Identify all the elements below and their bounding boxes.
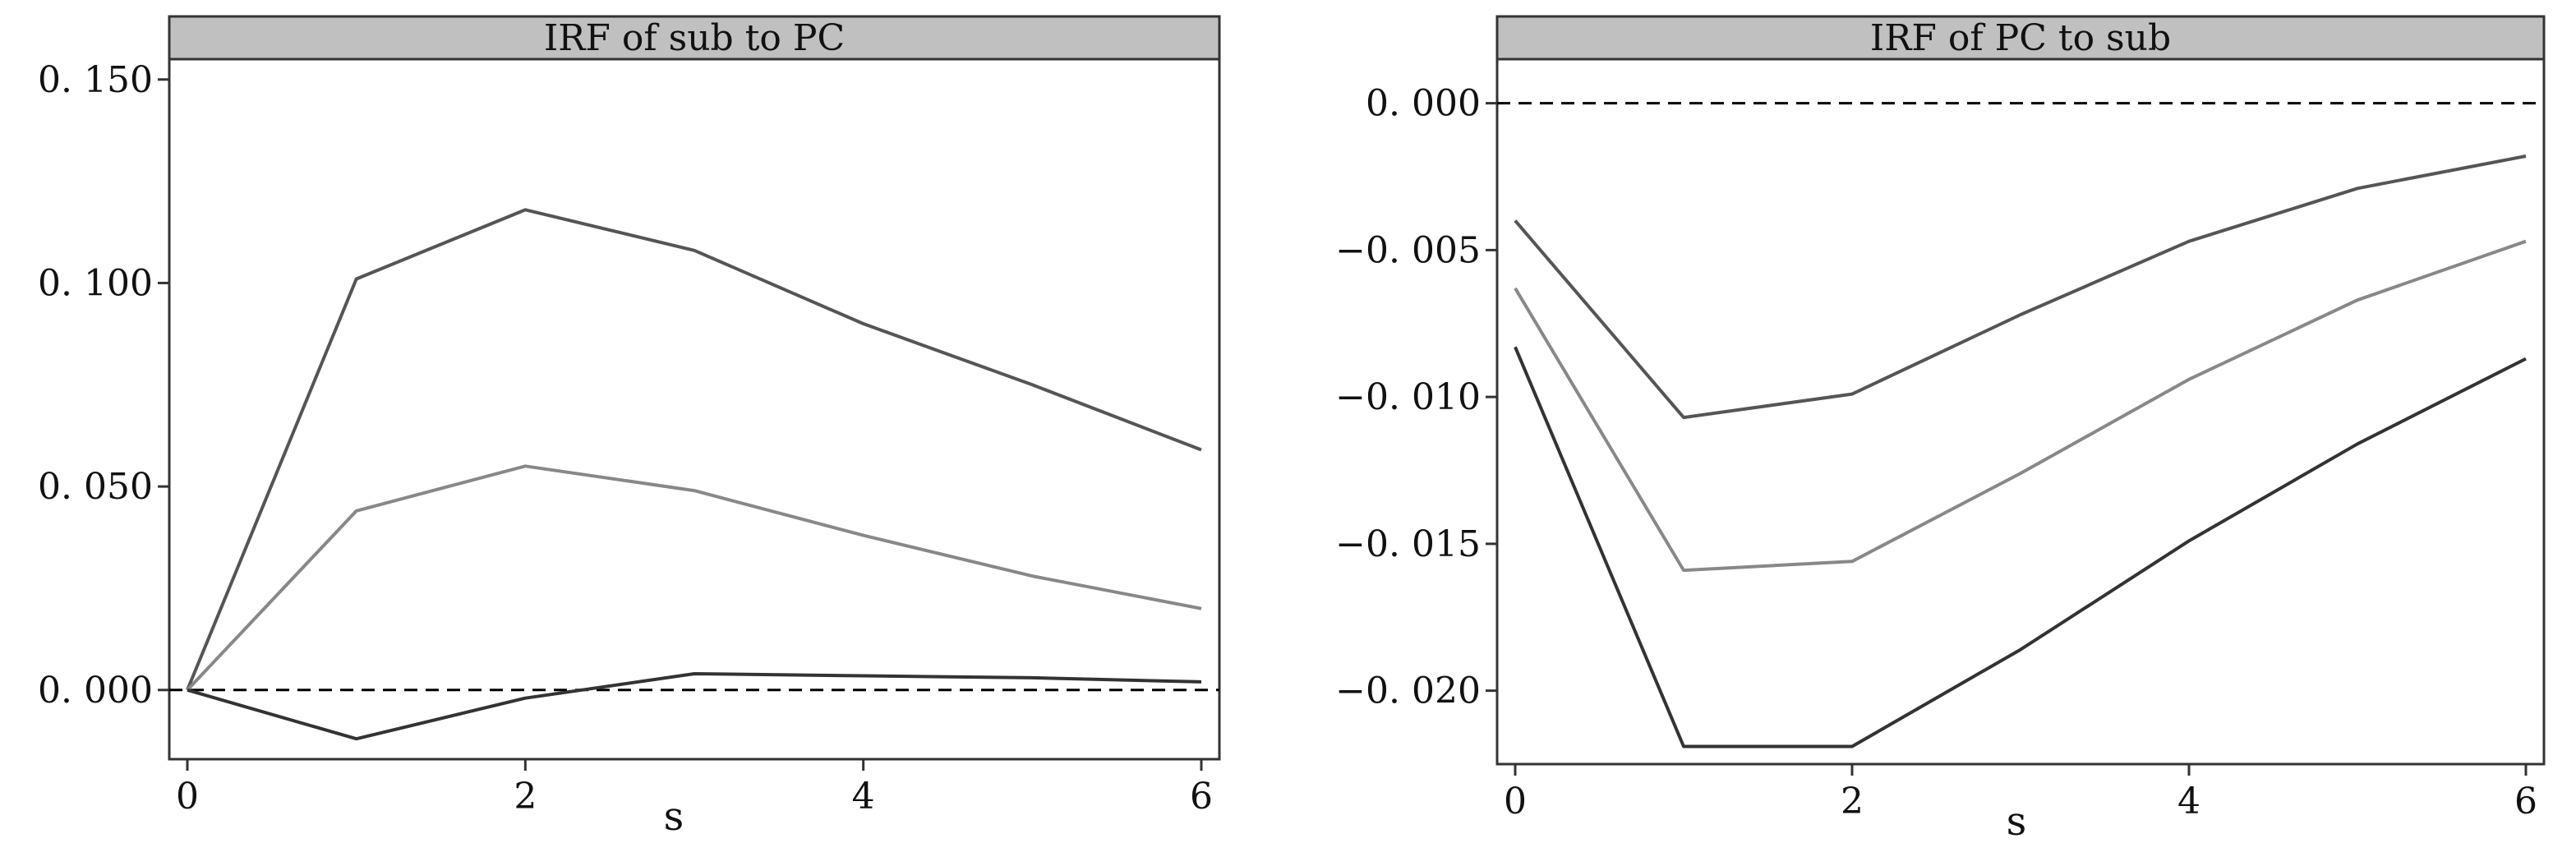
chart-title: IRF of sub to PC [544,17,845,59]
y-tick-label: 0. 050 [38,466,153,508]
y-tick-label: 0. 000 [38,670,153,712]
x-tick-label: 6 [2514,781,2537,822]
x-tick-label: 6 [1190,776,1213,818]
x-tick-label: 2 [514,776,537,818]
plot-frame [168,58,1221,761]
y-tick-label: 0. 000 [1366,83,1481,125]
plot-frame [1495,58,2546,766]
x-tick-label: 2 [1841,781,1864,822]
x-tick-label: 4 [2177,781,2200,822]
x-tick-label: 0 [1504,781,1527,822]
chart-panel-irf-sub-to-pc: IRF of sub to PC 0. 000 0. 050 0. 100 0. 150… [38,15,1221,840]
chart-title: IRF of PC to sub [1870,17,2171,59]
y-tick-label: −0. 005 [1335,229,1481,271]
x-axis-label: s [2007,799,2027,845]
x-tick-label: 0 [176,776,199,818]
series-line-1 [186,464,1202,692]
chart-panel-irf-pc-to-sub: IRF of PC to sub −0. 020 −0. 015 −0. 010 −0.… [1335,15,2546,845]
y-tick-label: 0. 100 [38,262,153,304]
series-line-1 [1514,239,2527,573]
series-line-0 [1514,154,2527,420]
series-line-2 [1514,346,2527,749]
title-bar [1495,15,2546,61]
y-tick-label: −0. 010 [1335,376,1481,418]
y-tick-label: 0. 150 [38,59,153,101]
series-line-0 [186,208,1202,691]
title-bar [168,15,1221,61]
y-tick-label: −0. 020 [1335,670,1481,712]
x-tick-label: 4 [852,776,875,818]
y-tick-label: −0. 015 [1335,523,1481,565]
series-line-2 [187,672,1202,741]
x-axis-label: s [664,794,684,840]
